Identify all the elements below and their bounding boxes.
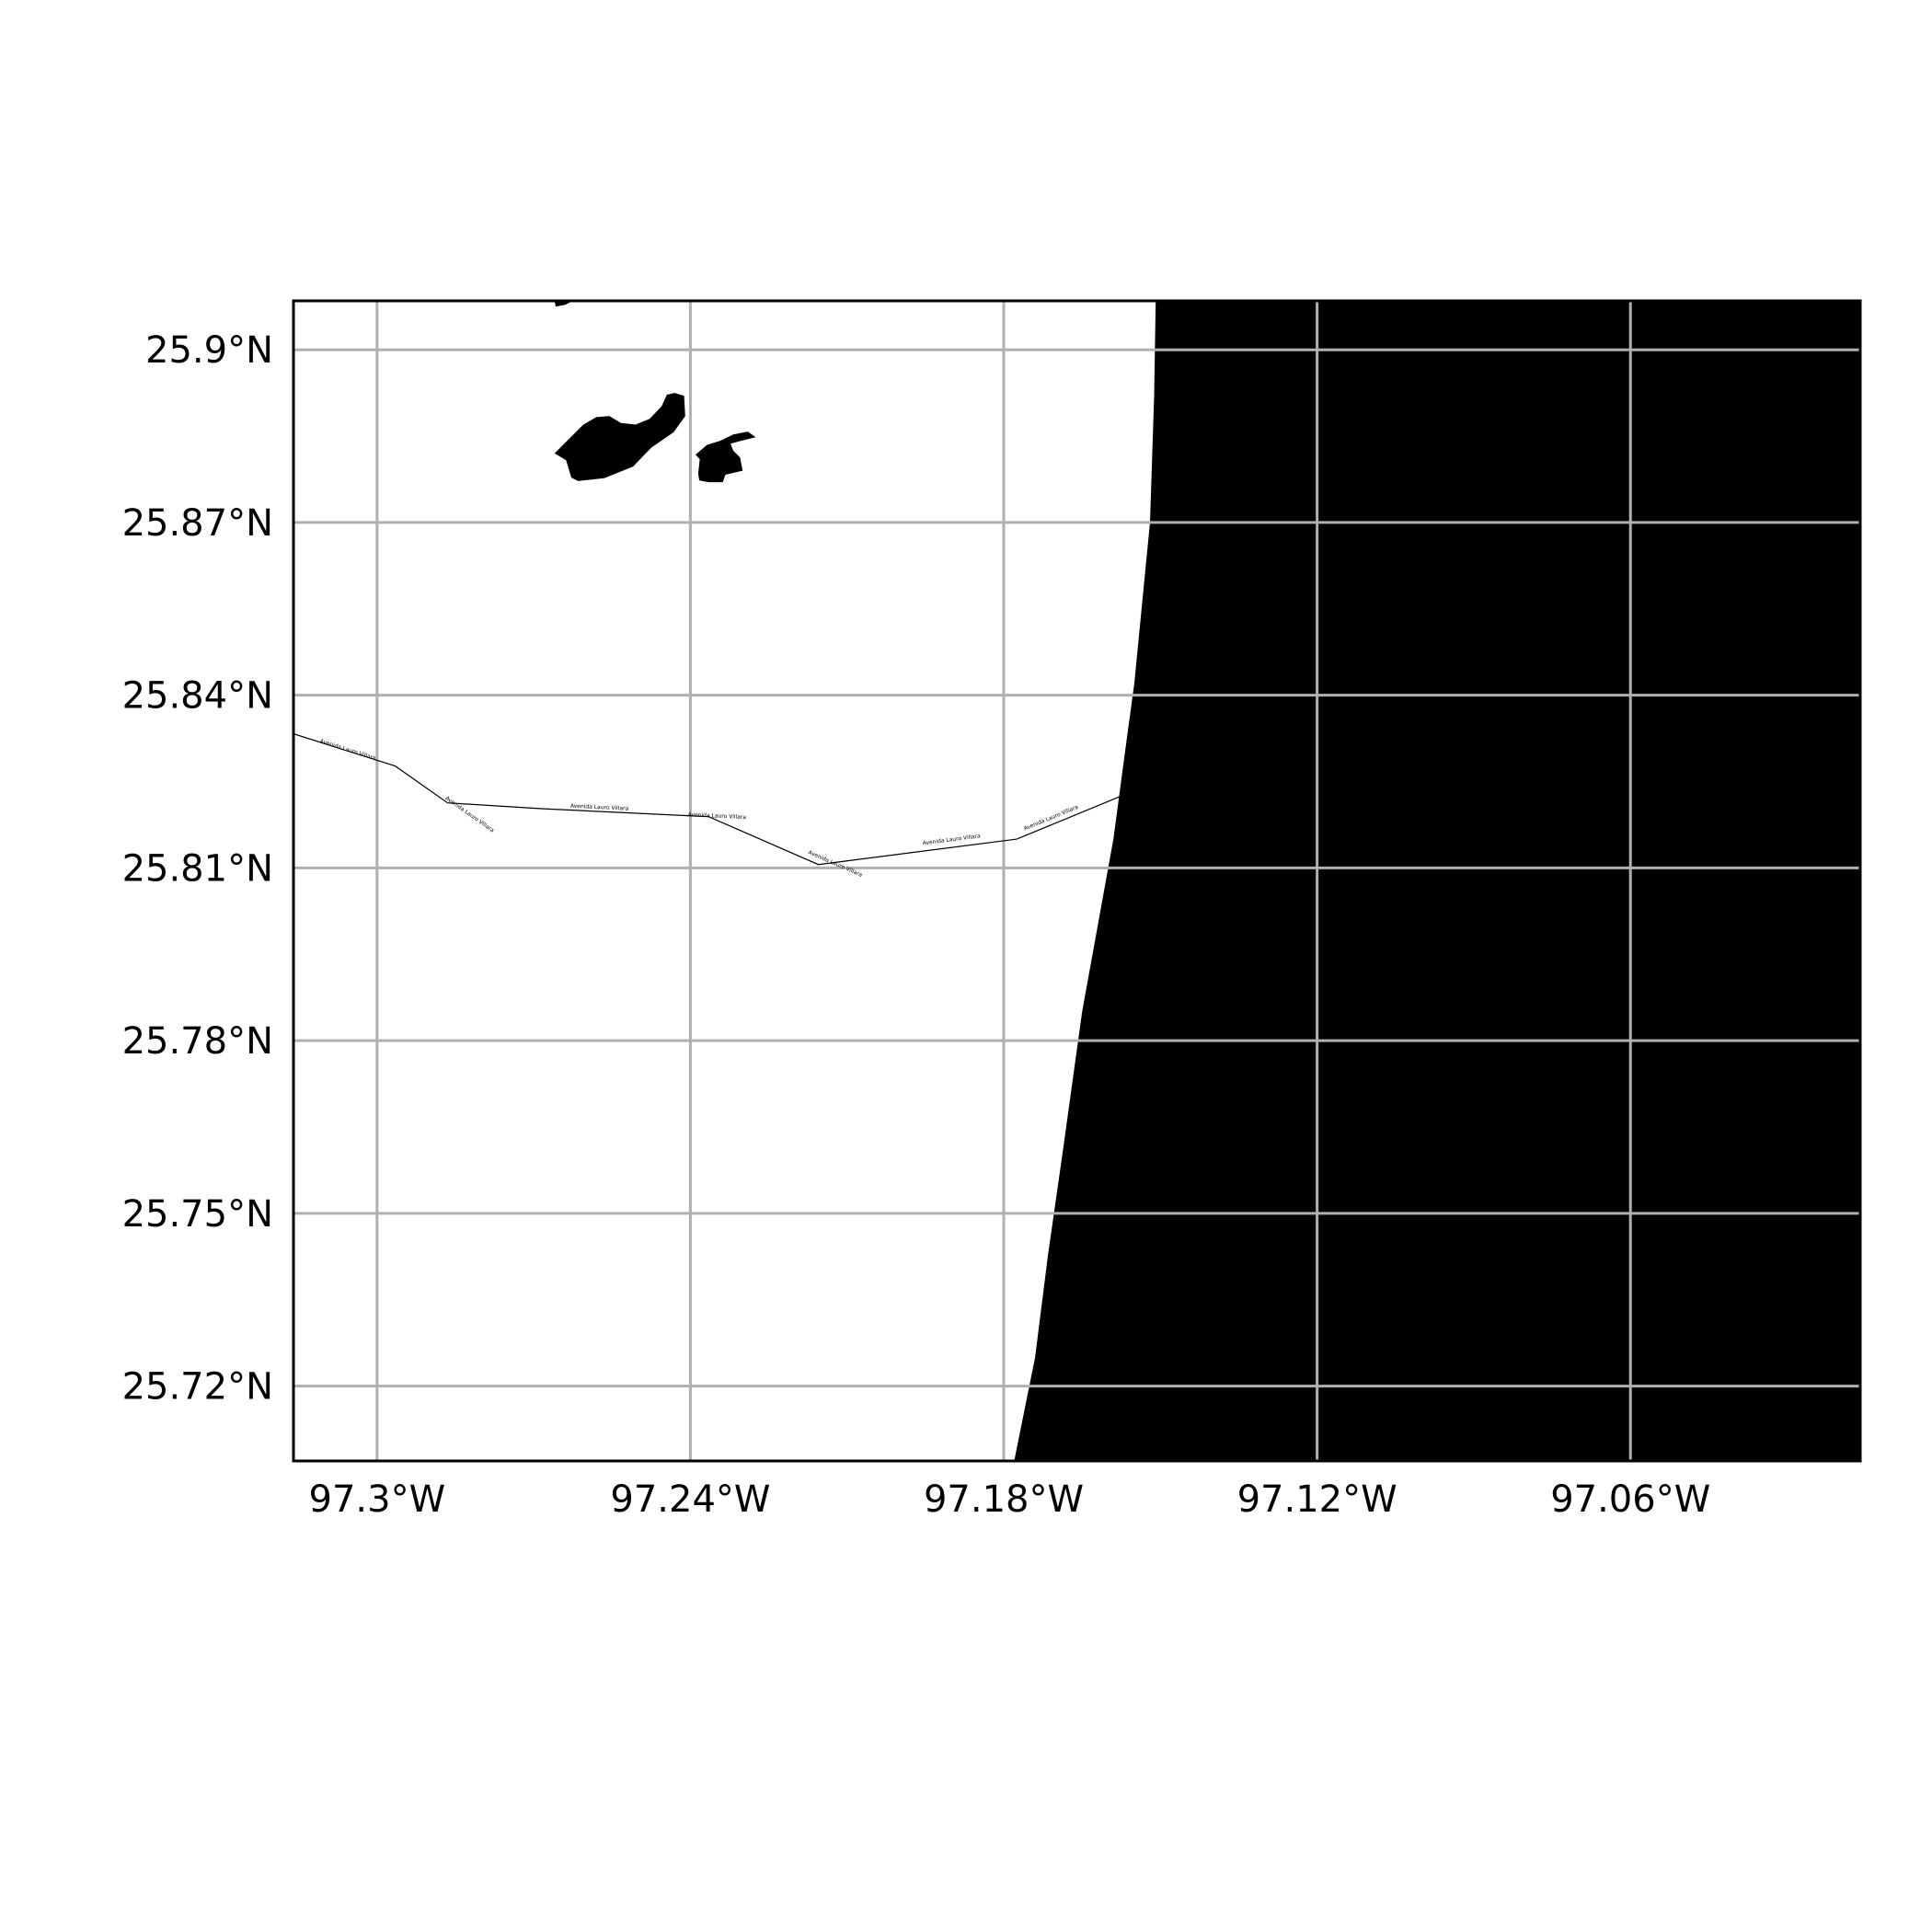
x-tick-label-4: 97.12°W	[1237, 1478, 1397, 1521]
lake-1	[554, 393, 685, 481]
map-frame	[292, 299, 1862, 1463]
lake-2	[696, 431, 756, 483]
y-tick-labels: 25.9°N 25.87°N 25.84°N 25.81°N 25.78°N 25.75°…	[122, 329, 273, 1408]
x-tick-label-2: 97.24°W	[610, 1478, 770, 1521]
road-label-4: Avenida Lauro Villara	[687, 811, 746, 821]
y-tick-label-4: 25.81°N	[122, 847, 273, 890]
x-tick-labels: 97.3°W 97.24°W 97.18°W 97.12°W 97.06°W	[309, 1478, 1711, 1521]
road-line	[293, 733, 1122, 866]
gridlines	[293, 301, 1860, 1461]
y-tick-label-2: 25.87°N	[122, 502, 273, 545]
y-tick-label-7: 25.72°N	[122, 1366, 273, 1409]
y-tick-label-1: 25.9°N	[145, 329, 273, 372]
lakes-group	[554, 301, 756, 483]
x-tick-label-1: 97.3°W	[309, 1478, 446, 1521]
y-tick-label-3: 25.84°N	[122, 675, 273, 718]
x-tick-label-5: 97.06°W	[1550, 1478, 1710, 1521]
y-tick-label-6: 25.75°N	[122, 1193, 273, 1236]
y-tick-label-5: 25.78°N	[122, 1020, 273, 1063]
x-tick-label-3: 97.18°W	[924, 1478, 1084, 1521]
lake-3	[554, 301, 573, 307]
road-label-3: Avenida Lauro Villara	[570, 803, 629, 812]
sea-area	[1014, 301, 1860, 1461]
